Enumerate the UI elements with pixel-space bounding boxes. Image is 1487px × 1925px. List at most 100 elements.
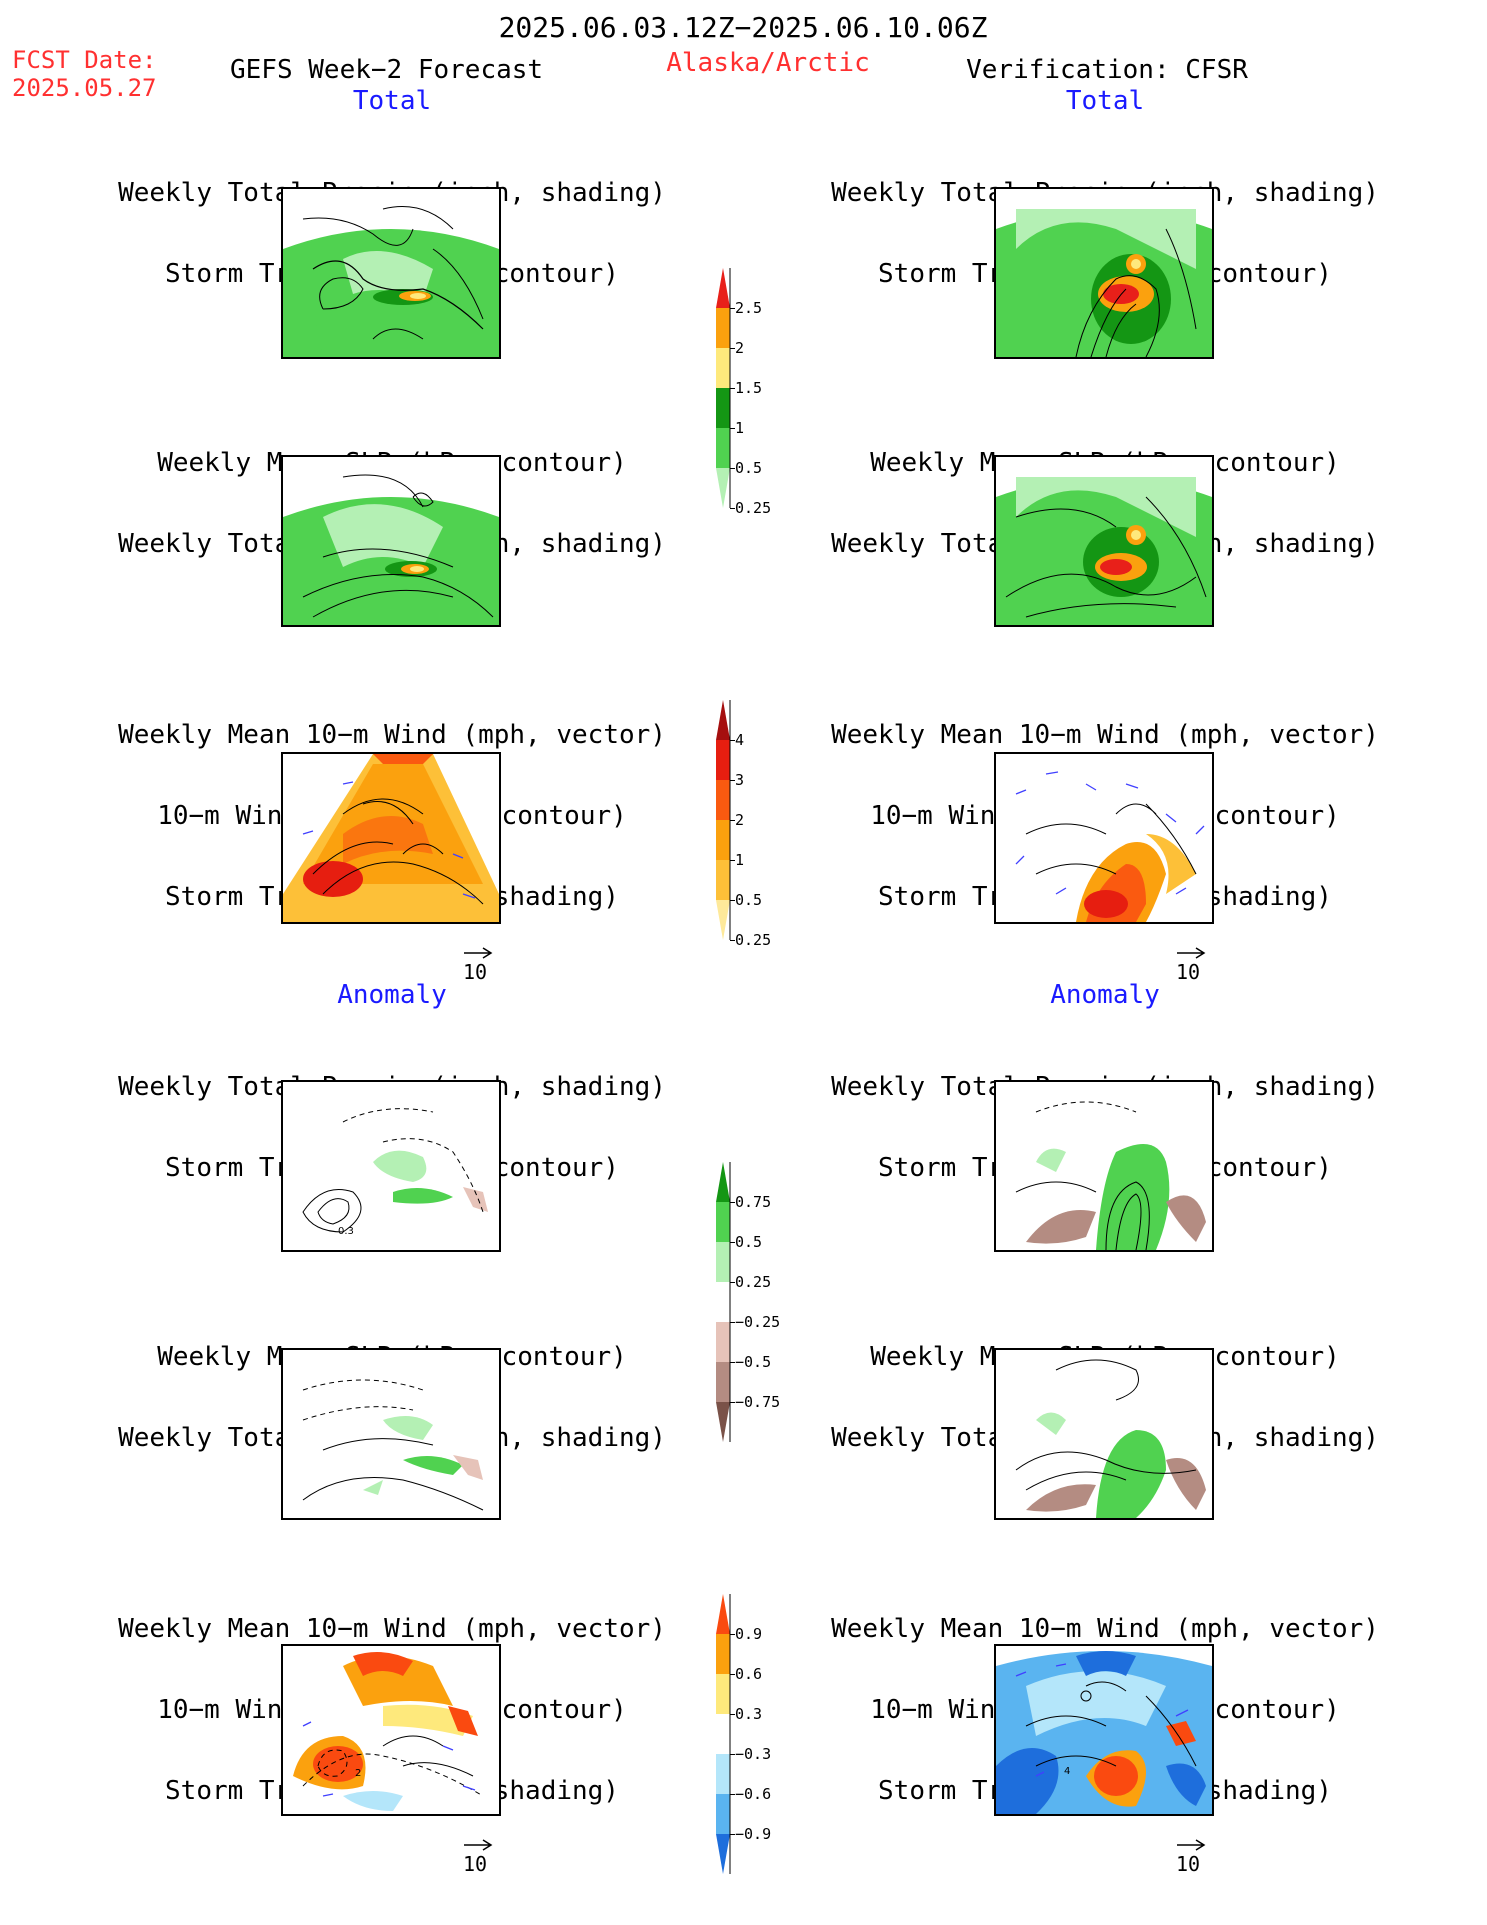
arrow-right-icon [464, 1839, 493, 1851]
colorbar-tick [730, 348, 735, 349]
map-canvas [1015, 1359, 1206, 1518]
colorbar-tick [730, 1634, 735, 1635]
contour-label: 4 [1064, 1766, 1070, 1777]
map-anom-slp-forecast [281, 1348, 501, 1520]
map-canvas: 4 [996, 1651, 1212, 1814]
colorbar-segment [716, 1714, 730, 1754]
colorbar-tick [730, 308, 735, 309]
colorbar-label: −0.9 [735, 1825, 772, 1843]
contour-label: 2 [355, 1768, 361, 1779]
map-total-slp-forecast [281, 455, 501, 627]
colorbar-graphic [716, 1594, 731, 1874]
colorbar-segment [716, 268, 730, 308]
map-canvas [996, 477, 1212, 625]
colorbar-tick [730, 1402, 735, 1403]
colorbar-tick [730, 1202, 735, 1203]
section-anomaly-right: Anomaly [1050, 980, 1160, 1010]
colorbar-tick [730, 780, 735, 781]
colorbar-graphic [716, 700, 731, 940]
ref-vector-label: 10 [1176, 1852, 1201, 1876]
map-total-wind-forecast [281, 752, 501, 924]
colorbar-label: −0.25 [735, 1313, 781, 1331]
colorbar-tick [730, 1834, 735, 1835]
colorbar-label: −0.5 [735, 1353, 772, 1371]
caption-line: Weekly Mean 10−m Wind (mph, vector) [118, 720, 666, 750]
map-canvas [283, 206, 499, 357]
colorbar-label: 0.6 [735, 1665, 763, 1683]
colorbar-tick [730, 740, 735, 741]
verification-title: Verification: CFSR [966, 55, 1248, 85]
colorbar-tick [730, 1282, 735, 1283]
period-title: 2025.06.03.12Z−2025.06.10.06Z [498, 11, 988, 44]
colorbar-segment [716, 780, 730, 820]
caption-line: Weekly Mean 10−m Wind (mph, vector) [831, 720, 1379, 750]
map-total-precip-verification [994, 187, 1214, 359]
colorbar-precip-anom: 0.75 0.5 0.25 −0.25 −0.5 −0.75 [716, 1162, 780, 1446]
ref-vector-total-right: 10 [1176, 946, 1206, 984]
colorbar-tick [730, 940, 735, 941]
colorbar-tick [730, 1362, 735, 1363]
colorbar-label: 0.5 [735, 891, 763, 909]
colorbar-label: 2 [735, 339, 745, 357]
colorbar-tick [730, 1242, 735, 1243]
colorbar-label: −0.75 [735, 1393, 781, 1411]
colorbar-label: 0.75 [735, 1193, 772, 1211]
map-total-precip-forecast [281, 187, 501, 359]
colorbar-tick [730, 468, 735, 469]
colorbar-label: 0.25 [735, 499, 772, 517]
colorbar-segment [716, 700, 730, 740]
colorbar-label: 0.3 [735, 1705, 763, 1723]
map-canvas [1015, 771, 1205, 922]
colorbar-label: −0.6 [735, 1785, 772, 1803]
map-canvas: 2 [293, 1652, 484, 1811]
colorbar-tick [730, 388, 735, 389]
colorbar-segment [716, 820, 730, 860]
colorbar-segment [716, 1634, 730, 1674]
colorbar-tick [730, 900, 735, 901]
map-canvas [302, 1379, 484, 1511]
colorbar-storm-total: 4 3 2 1 0.5 0.25 [716, 700, 771, 949]
colorbar-segment [716, 1402, 730, 1442]
map-anom-precip-forecast: 0.3 [281, 1080, 501, 1252]
section-total-left: Total [352, 86, 432, 116]
forecast-title: GEFS Week−2 Forecast [230, 55, 544, 85]
colorbar-tick [730, 1754, 735, 1755]
map-canvas [996, 209, 1212, 357]
ref-vector-label: 10 [463, 960, 488, 984]
colorbar-segment [716, 860, 730, 900]
contour-label: 0.3 [338, 1226, 354, 1237]
region-title: Alaska/Arctic [666, 48, 870, 78]
colorbar-tick [730, 1674, 735, 1675]
map-total-slp-verification [994, 455, 1214, 627]
caption-line: Weekly Mean 10−m Wind (mph, vector) [831, 1614, 1379, 1644]
colorbar-segment [716, 428, 730, 468]
map-canvas [1015, 1101, 1206, 1250]
colorbar-segment [716, 1282, 730, 1322]
colorbar-segment [716, 1362, 730, 1402]
arrow-right-icon [464, 947, 493, 959]
colorbar-graphic [716, 1162, 731, 1442]
colorbar-segment [716, 1162, 730, 1202]
colorbar-segment [716, 348, 730, 388]
colorbar-label: 0.9 [735, 1625, 763, 1643]
colorbar-tick [730, 1794, 735, 1795]
colorbar-label: 0.25 [735, 931, 772, 949]
map-anom-wind-forecast: 2 [281, 1644, 501, 1816]
colorbar-segment [716, 900, 730, 940]
section-total-right: Total [1065, 86, 1145, 116]
ref-vector-label: 10 [1176, 960, 1201, 984]
colorbar-label: 3 [735, 771, 745, 789]
colorbar-label: 0.5 [735, 1233, 763, 1251]
ref-vector-total-left: 10 [463, 946, 493, 984]
colorbar-label: 1 [735, 419, 745, 437]
colorbar-storm-anom: 0.9 0.6 0.3 −0.3 −0.6 −0.9 [716, 1594, 771, 1878]
colorbar-tick [730, 508, 735, 509]
map-canvas: 0.3 [302, 1108, 488, 1237]
colorbar-segment [716, 388, 730, 428]
colorbar-label: 1 [735, 851, 745, 869]
colorbar-segment [716, 1754, 730, 1794]
map-anom-wind-verification: 4 [994, 1644, 1214, 1816]
colorbar-tick [730, 428, 735, 429]
section-anomaly-left: Anomaly [337, 980, 447, 1010]
arrow-right-icon [1177, 947, 1206, 959]
